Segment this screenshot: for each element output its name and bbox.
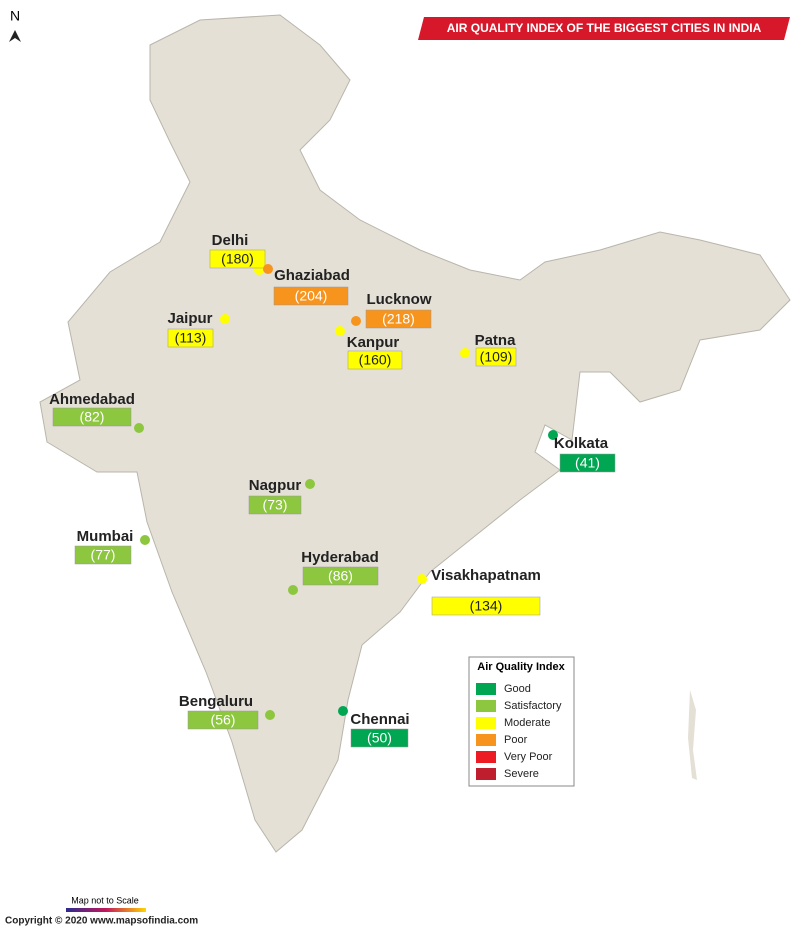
aqi-box [431,596,541,616]
city-dot [351,316,361,326]
aqi-value: (160) [359,352,392,368]
legend-swatch [476,683,496,695]
legend-label: Very Poor [504,751,553,763]
city-dot [417,574,427,584]
aqi-value: (56) [211,712,236,728]
north-arrow-icon [9,30,21,42]
legend-label: Satisfactory [504,700,562,712]
aqi-box [347,350,403,370]
city-name: Delhi [212,232,249,249]
title-banner: AIR QUALITY INDEX OF THE BIGGEST CITIES … [418,17,790,40]
aqi-box [302,566,379,586]
aqi-box [209,249,266,269]
aqi-value: (73) [263,497,288,513]
scale-note: Map not to Scale [71,895,139,905]
aqi-value: (180) [221,251,254,267]
city-dot [263,264,273,274]
aqi-value: (77) [91,547,116,563]
legend-title: Air Quality Index [477,661,565,673]
city-name: Ghaziabad [274,267,350,284]
city-name: Chennai [350,711,409,728]
title: AIR QUALITY INDEX OF THE BIGGEST CITIES … [447,21,762,35]
india-outline [39,14,791,853]
island [688,690,697,780]
city-name: Mumbai [77,528,134,545]
city-name: Nagpur [249,477,302,494]
cities: Delhi (180) Ghaziabad (204) Lucknow (218) Kanp… [49,232,616,748]
city-dot [134,423,144,433]
city-dot [305,479,315,489]
aqi-value: (86) [328,568,353,584]
legend: Air Quality Index Good Satisfactory Modera… [468,656,575,787]
city-dot [265,710,275,720]
aqi-value: (41) [575,455,600,471]
city-dot [338,706,348,716]
aqi-value: (113) [175,330,207,346]
legend-label: Severe [504,768,539,780]
city-name: Lucknow [366,291,431,308]
city-name: Hyderabad [301,549,379,566]
legend-swatch [476,700,496,712]
aqi-box [52,407,132,427]
aqi-box [559,453,616,473]
aqi-box [273,286,349,306]
city-name: Jaipur [167,310,212,327]
legend-label: Good [504,683,531,695]
north-arrow: N [9,8,21,42]
city-dot [548,430,558,440]
north-label: N [10,8,20,24]
legend-swatch [476,734,496,746]
legend-items: Good Satisfactory Moderate Poor Very Poor Sev… [476,683,562,780]
aqi-box [248,495,302,515]
city-name: Visakhapatnam [431,567,541,584]
aqi-value: (82) [80,409,105,425]
city-dot [335,326,345,336]
aqi-box [475,347,517,367]
aqi-box [365,309,432,329]
legend-label: Poor [504,734,528,746]
city-name: Bengaluru [179,693,253,710]
city-dot [288,585,298,595]
footer: Map not to Scale Copyright © 2020 www.ma… [5,895,198,926]
legend-swatch [476,751,496,763]
legend-label: Moderate [504,717,550,729]
aqi-value: (109) [480,349,513,365]
aqi-value: (50) [367,730,392,746]
aqi-value: (218) [382,311,415,327]
aqi-box [74,545,132,565]
aqi-value: (204) [295,288,328,304]
aqi-box [187,710,259,730]
city-name: Kanpur [347,334,400,351]
title-background [418,17,790,40]
copyright: Copyright © 2020 www.mapsofindia.com [5,916,198,927]
city-name: Kolkata [554,435,609,452]
legend-swatch [476,717,496,729]
city-name: Patna [475,332,517,349]
aqi-box [350,728,409,748]
aqi-box [167,328,214,348]
legend-swatch [476,768,496,780]
city-dot [140,535,150,545]
city-dot [460,348,470,358]
city-dot [220,314,230,324]
scale-bar [66,908,146,912]
aqi-value: (134) [470,598,503,614]
city-name: Ahmedabad [49,391,135,408]
